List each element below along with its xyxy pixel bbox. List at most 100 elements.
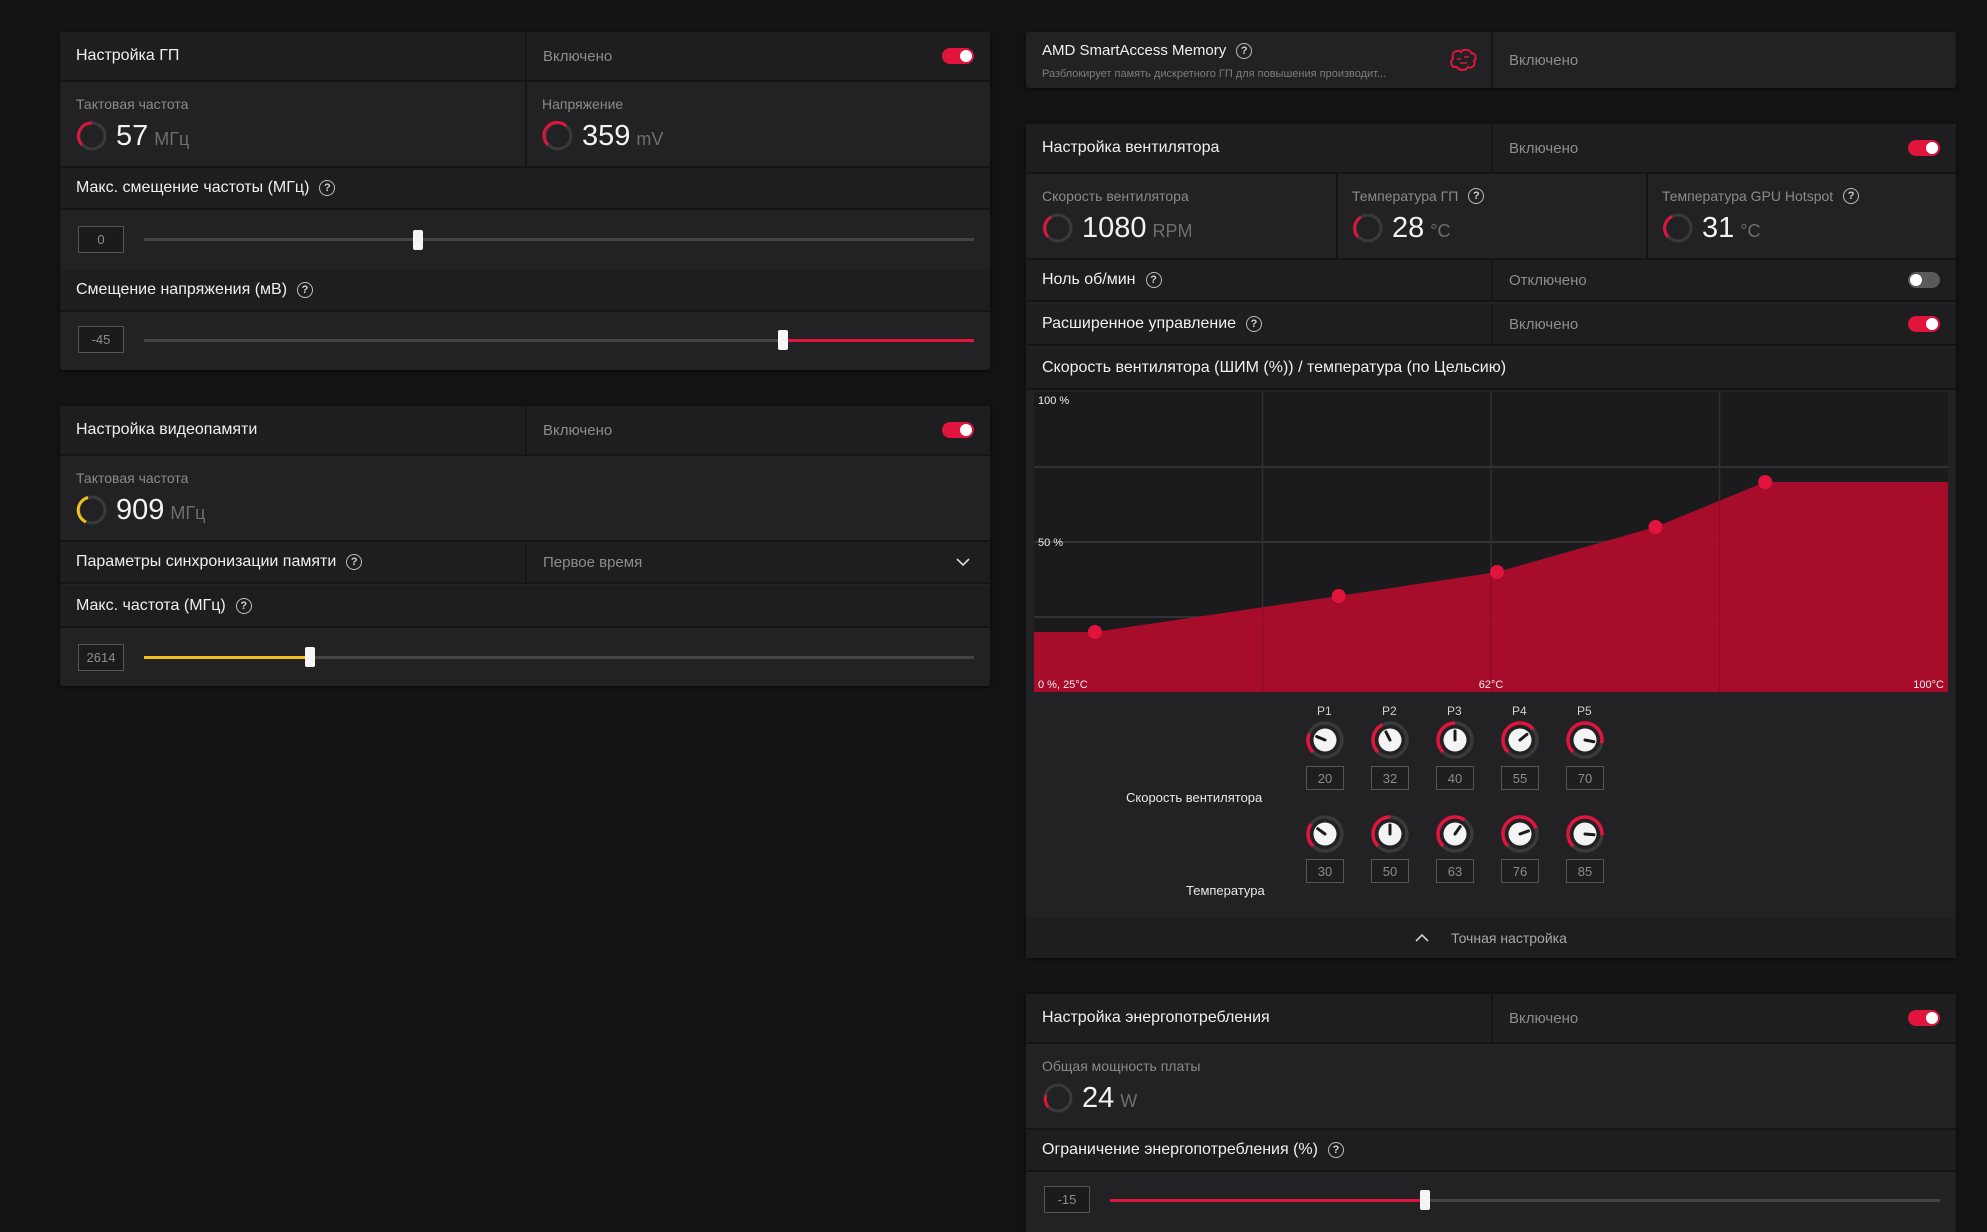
vram-tuning-title: Настройка видеопамяти <box>76 421 258 438</box>
hotspot-temp-value: 31 <box>1702 212 1735 244</box>
power-limit-fill <box>1110 1199 1426 1202</box>
advanced-control-label: Расширенное управление <box>1042 315 1237 332</box>
hotspot-temp-unit: °C <box>1740 221 1761 241</box>
max-freq-offset-thumb[interactable] <box>412 230 423 250</box>
hotspot-temp-gauge-icon <box>1663 213 1693 243</box>
max-freq-offset-track[interactable] <box>144 238 974 241</box>
origin-tick: 0 %, 25°C <box>1038 679 1088 691</box>
gpu-temp-label: Температура ГП <box>1352 188 1459 204</box>
zero-rpm-toggle[interactable] <box>1908 272 1940 288</box>
gpu-voltage-unit: mV <box>636 129 664 149</box>
fan-speed-row-label: Скорость вентилятора <box>1126 790 1263 805</box>
memory-timing-value: Первое время <box>543 553 643 571</box>
zero-rpm-status: Отключено <box>1509 271 1587 289</box>
hotspot-temp-label: Температура GPU Hotspot <box>1662 188 1834 204</box>
vram-clock-gauge-icon <box>76 495 107 525</box>
power-tuning-toggle[interactable] <box>1908 1010 1940 1026</box>
help-icon[interactable]: ? <box>297 282 314 298</box>
chevron-down-icon <box>956 558 970 567</box>
fan-curve-header: Скорость вентилятора (ШИМ (%)) / темпера… <box>1026 348 1956 390</box>
point-label: P2 <box>1382 704 1397 718</box>
gpu-temp-unit: °C <box>1430 221 1451 241</box>
speed-input[interactable]: 70 <box>1566 766 1604 790</box>
board-power-label: Общая мощность платы <box>1042 1058 1201 1074</box>
temp-knob-icon[interactable] <box>1565 814 1605 859</box>
help-icon[interactable]: ? <box>1327 1142 1344 1158</box>
voltage-offset-track[interactable] <box>144 339 974 342</box>
speed-knob-icon[interactable] <box>1565 720 1605 765</box>
power-limit-track[interactable] <box>1110 1199 1940 1202</box>
speed-knob-icon[interactable] <box>1370 720 1410 765</box>
vram-clock-label: Тактовая частота <box>76 470 189 486</box>
fan-curve-point[interactable] <box>1490 565 1505 579</box>
temp-input[interactable]: 76 <box>1501 859 1539 883</box>
fan-curve-label: Скорость вентилятора (ШИМ (%)) / темпера… <box>1042 359 1507 376</box>
help-icon[interactable]: ? <box>1236 42 1253 59</box>
vram-max-freq-input[interactable]: 2614 <box>78 644 124 671</box>
speed-input[interactable]: 32 <box>1371 766 1409 790</box>
memory-timing-dropdown[interactable]: Первое время <box>525 542 990 582</box>
voltage-offset-fill <box>783 339 974 342</box>
help-icon[interactable]: ? <box>346 554 363 570</box>
temp-knob-icon[interactable] <box>1435 814 1475 859</box>
voltage-offset-thumb[interactable] <box>778 330 789 350</box>
gpu-voltage-gauge-icon <box>542 120 573 151</box>
temp-input[interactable]: 85 <box>1566 859 1604 883</box>
vram-max-freq-label: Макс. частота (МГц) <box>76 597 226 614</box>
power-limit-label: Ограничение энергопотребления (%) <box>1042 1141 1318 1158</box>
gpu-clock-gauge-icon <box>76 121 107 151</box>
temp-knob-icon[interactable] <box>1500 814 1540 859</box>
vram-tuning-toggle[interactable] <box>942 422 974 438</box>
vram-max-freq-fill <box>144 656 310 659</box>
help-icon[interactable]: ? <box>1468 188 1485 204</box>
gpu-tuning-toggle[interactable] <box>942 48 974 64</box>
advanced-control-status: Включено <box>1509 315 1579 333</box>
speed-input[interactable]: 20 <box>1306 766 1344 790</box>
gpu-temp-value: 28 <box>1392 212 1425 244</box>
board-power-gauge-icon <box>1043 1083 1073 1113</box>
fan-curve-point[interactable] <box>1758 475 1773 489</box>
max-freq-offset-label: Макс. смещение частоты (МГц) <box>76 179 310 196</box>
fine-tune-bar[interactable]: Точная настройка <box>1026 918 1956 958</box>
vram-max-freq-track[interactable] <box>144 656 974 659</box>
fan-tuning-toggle[interactable] <box>1908 140 1940 156</box>
temp-knob-icon[interactable] <box>1305 814 1345 859</box>
power-tuning-title: Настройка энергопотребления <box>1042 1009 1270 1026</box>
help-icon[interactable]: ? <box>235 598 252 614</box>
speed-knob-icon[interactable] <box>1305 720 1345 765</box>
gpu-clock-label: Тактовая частота <box>76 96 189 112</box>
voltage-offset-input[interactable]: -45 <box>78 326 124 353</box>
power-limit-input[interactable]: -15 <box>1044 1186 1090 1213</box>
temp-input[interactable]: 50 <box>1371 859 1409 883</box>
help-icon[interactable]: ? <box>319 180 336 196</box>
vram-tuning-header: Настройка видеопамяти Включено <box>60 406 990 456</box>
vram-max-freq-thumb[interactable] <box>305 647 315 667</box>
temp-knob-icon[interactable] <box>1370 814 1410 859</box>
help-icon[interactable]: ? <box>1843 188 1860 204</box>
power-limit-thumb[interactable] <box>1420 1190 1431 1210</box>
vram-clock-value: 909 <box>116 494 165 526</box>
advanced-control-toggle[interactable] <box>1908 316 1940 332</box>
fan-curve-chart[interactable]: 100 % 50 % 0 %, 25°C 62°C 100°C <box>1034 392 1948 692</box>
temp-input[interactable]: 63 <box>1436 859 1474 883</box>
speed-knob-icon[interactable] <box>1500 720 1540 765</box>
sam-status: Включено <box>1509 52 1579 69</box>
memory-timing-row: Параметры синхронизации памяти ? Первое … <box>60 542 990 584</box>
help-icon[interactable]: ? <box>1145 272 1162 288</box>
help-icon[interactable]: ? <box>1246 316 1263 332</box>
voltage-offset-label: Смещение напряжения (мВ) <box>76 281 288 298</box>
max-freq-offset-input[interactable]: 0 <box>78 226 124 253</box>
speed-knob-icon[interactable] <box>1435 720 1475 765</box>
power-tuning-header: Настройка энергопотребления Включено <box>1026 994 1956 1044</box>
speed-input[interactable]: 40 <box>1436 766 1474 790</box>
fan-curve-area <box>1034 482 1948 692</box>
fan-curve-point[interactable] <box>1087 625 1102 639</box>
temp-input[interactable]: 30 <box>1306 859 1344 883</box>
speed-input[interactable]: 55 <box>1501 766 1539 790</box>
point-label: P3 <box>1447 704 1462 718</box>
vram-tuning-panel: Настройка видеопамяти Включено Тактовая … <box>60 406 990 686</box>
fan-curve-point[interactable] <box>1648 520 1663 534</box>
fan-speed-gauge-icon <box>1043 213 1073 243</box>
fan-curve-point[interactable] <box>1331 589 1346 603</box>
gpu-clock-value: 57 <box>116 120 149 152</box>
